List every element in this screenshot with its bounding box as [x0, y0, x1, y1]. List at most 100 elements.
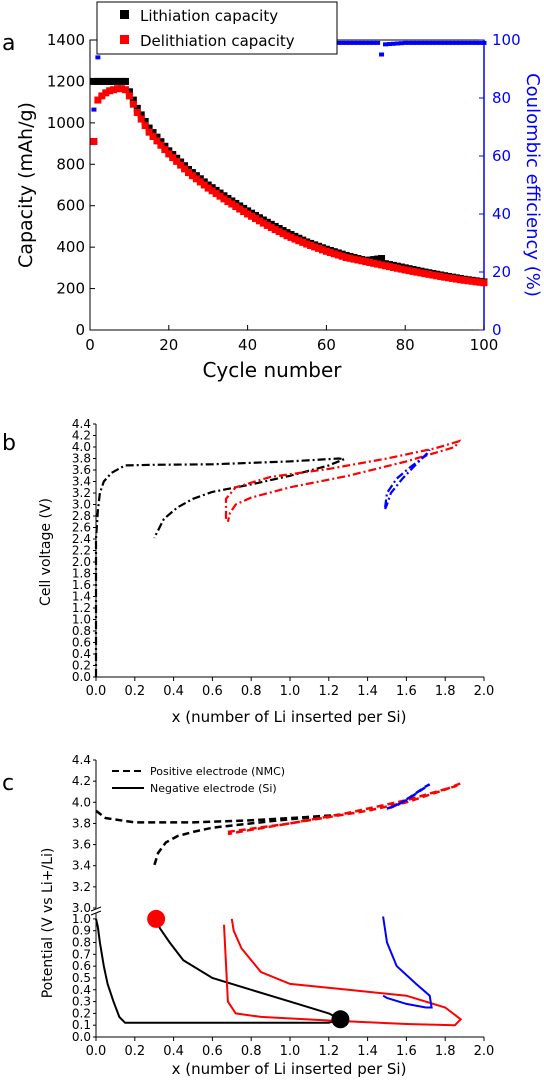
delithiation-point [185, 169, 192, 177]
potential-curve-5 [382, 916, 433, 1009]
delithiation-point [437, 272, 445, 280]
delithiation-point [287, 233, 295, 241]
y-tick-label: 0.0 [72, 1030, 91, 1044]
delithiation-point [346, 254, 354, 262]
legend-lithiation: Lithiation capacity [140, 7, 278, 25]
lithiation-point [118, 77, 126, 85]
lithiation-point [137, 111, 145, 119]
delithiation-point [216, 192, 224, 200]
x-tick-label: 1.8 [435, 1044, 456, 1059]
delithiation-point [98, 92, 106, 100]
delithiation-point [149, 133, 157, 141]
x-tick-label: 2.0 [474, 1044, 495, 1059]
delithiation-point [401, 266, 409, 274]
y-tick-label: 1000 [47, 114, 85, 132]
efficiency-point [406, 40, 412, 45]
panel-c-label: c [2, 771, 14, 796]
series-0 [90, 77, 488, 286]
y-tick-label: 3.0 [72, 498, 91, 512]
delithiation-point [200, 181, 208, 189]
efficiency-point [477, 40, 483, 45]
lithiation-point [378, 255, 386, 263]
delithiation-point [169, 154, 177, 162]
panel-c-legend: Positive electrode (NMC) Negative electr… [112, 765, 285, 795]
legend-negative: Negative electrode (Si) [150, 782, 277, 795]
delithiation-point [208, 187, 216, 195]
x-tick-label: 0.0 [86, 1044, 107, 1059]
x-tick-label: 1.6 [396, 1044, 417, 1059]
x-tick-label: 20 [159, 336, 178, 354]
delithiation-point [448, 274, 456, 282]
axis-break-mark [90, 906, 102, 912]
x-tick-label: 100 [470, 336, 499, 354]
delithiation-point [196, 178, 204, 186]
delithiation-point [303, 240, 311, 248]
y-tick-label: 800 [56, 155, 85, 173]
y2-tick-label: 20 [492, 263, 511, 281]
delithiation-point [385, 263, 393, 271]
efficiency-point [457, 40, 463, 45]
delithiation-point [409, 267, 417, 275]
y-tick-label: 0.5 [72, 971, 91, 985]
delithiation-point [315, 244, 323, 252]
voltage-curve-1 [224, 439, 462, 523]
delithiation-point [145, 128, 153, 136]
efficiency-point [465, 40, 471, 45]
x-tick-label: 0 [85, 336, 95, 354]
lithiation-point [370, 256, 378, 264]
state-marker-1 [331, 1010, 350, 1029]
y-tick-label: 1.2 [72, 601, 91, 615]
x-tick-label: 0.6 [202, 1044, 223, 1059]
delithiation-point [382, 262, 389, 270]
delithiation-point [224, 198, 232, 206]
x-tick-label: 80 [396, 336, 415, 354]
efficiency-point [390, 41, 396, 46]
y-tick-label: 3.8 [72, 452, 91, 466]
efficiency-point [339, 40, 345, 45]
legend-marker-delithiation [120, 35, 129, 44]
delithiation-point [318, 246, 326, 254]
y-tick-label: 1.6 [72, 578, 91, 592]
delithiation-point [425, 270, 433, 278]
delithiation-point [94, 96, 102, 104]
delithiation-point [165, 150, 173, 158]
delithiation-point [370, 259, 378, 267]
delithiation-point [322, 247, 330, 255]
delithiation-point [460, 276, 468, 284]
y-tick-label: 1400 [47, 31, 85, 49]
delithiation-point [228, 200, 236, 208]
efficiency-point [473, 40, 479, 45]
y-tick-label: 1.0 [72, 613, 91, 627]
delithiation-point [299, 238, 307, 246]
delithiation-point [311, 243, 319, 251]
y-tick-label: 0.1 [72, 1018, 91, 1032]
y-tick-label: 0.2 [72, 659, 91, 673]
efficiency-point [414, 40, 420, 45]
y-tick-label: 2.6 [72, 521, 91, 535]
delithiation-point [251, 215, 259, 223]
legend-marker-lithiation [120, 10, 129, 19]
y-tick-label: 3.4 [72, 475, 91, 489]
delithiation-point [350, 255, 358, 263]
y-tick-label: 600 [56, 197, 85, 215]
efficiency-point [430, 40, 436, 45]
y-tick-label: 0.9 [72, 924, 91, 938]
state-marker-0 [147, 909, 166, 928]
y-tick-label: 2.0 [72, 555, 91, 569]
y-tick-label: 2.8 [72, 509, 91, 523]
delithiation-point [291, 235, 299, 243]
delithiation-point [192, 175, 200, 183]
delithiation-point [441, 273, 449, 281]
delithiation-point [342, 254, 350, 261]
delithiation-point [397, 265, 405, 273]
delithiation-point [106, 87, 114, 95]
efficiency-point [355, 40, 361, 45]
delithiation-point [188, 172, 196, 180]
legend-positive: Positive electrode (NMC) [150, 765, 285, 778]
voltage-curve-0 [94, 457, 345, 677]
efficiency-point [347, 40, 353, 45]
y-tick-label: 0.7 [72, 947, 91, 961]
panel-b-ylabel: Cell voltage (V) [38, 498, 54, 606]
efficiency-point [367, 40, 373, 45]
lithiation-point [102, 77, 110, 85]
